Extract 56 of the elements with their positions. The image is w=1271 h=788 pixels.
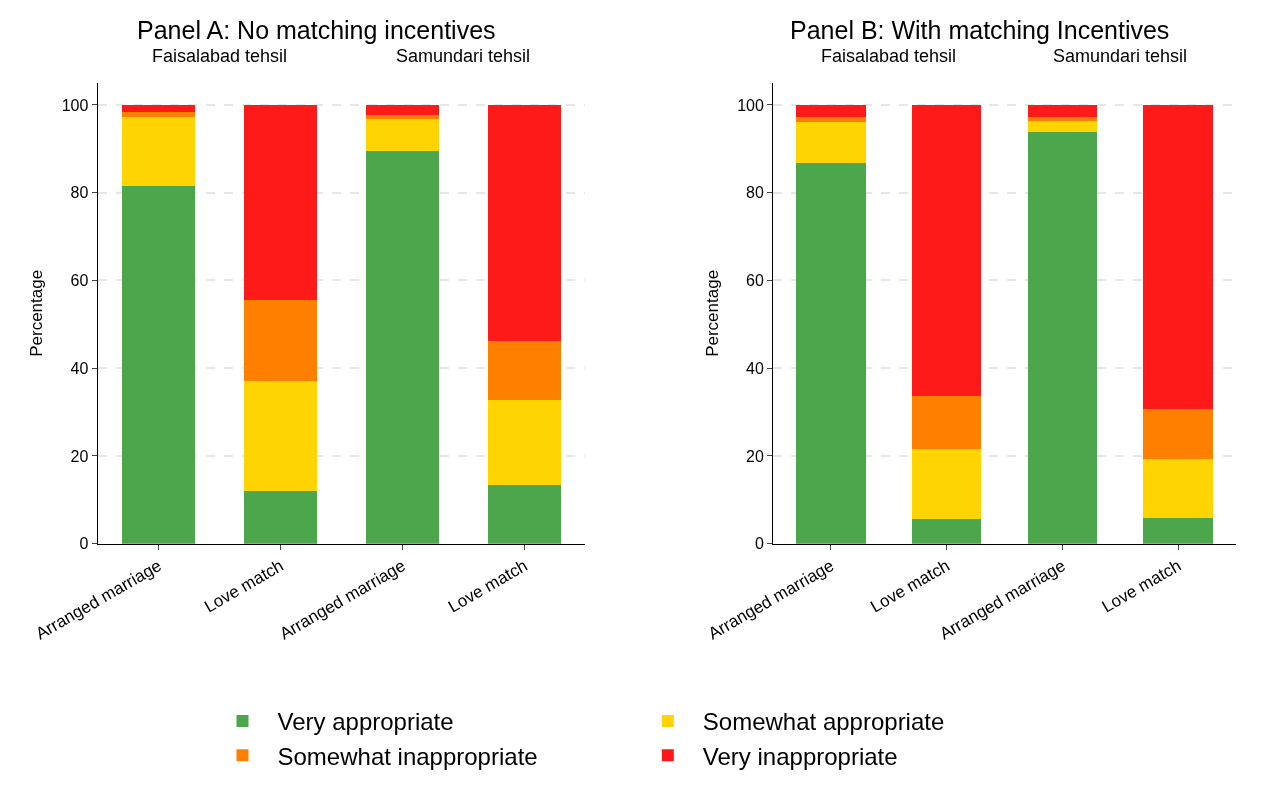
y-tick-label: 60: [746, 272, 765, 290]
bar: [487, 104, 562, 341]
bar: [243, 300, 318, 382]
bar: [1143, 104, 1213, 409]
bar: [911, 519, 982, 544]
bar: [1027, 104, 1098, 118]
y-tick-label: 60: [70, 272, 89, 290]
bar: [243, 104, 318, 301]
y-tick-label: 20: [746, 447, 765, 465]
legend-label: Somewhat appropriate: [702, 708, 945, 736]
y-tick-label: 80: [746, 184, 765, 202]
bar: [911, 448, 982, 520]
y-tick-label: 0: [79, 535, 89, 553]
bar: [796, 104, 866, 118]
bar: [365, 114, 440, 119]
y-axis-title: Percentage: [702, 269, 722, 357]
y-tick-label: 100: [61, 96, 89, 114]
y-tick-label: 0: [755, 535, 764, 553]
legend-label: Very appropriate: [277, 708, 454, 736]
bar: [121, 111, 196, 118]
bar: [1027, 117, 1098, 121]
bar: [365, 104, 440, 115]
y-axis-title: Percentage: [27, 269, 47, 357]
bar: [1027, 131, 1098, 544]
text: Samundari tehsil: [1053, 46, 1188, 66]
legend-label: Somewhat inappropriate: [277, 742, 538, 770]
y-tick-label: 40: [70, 359, 89, 377]
y-tick-label: 100: [737, 96, 764, 114]
bar: [487, 485, 562, 544]
bar: [243, 490, 318, 544]
bar: [911, 104, 982, 397]
text: Samundari tehsil: [396, 46, 531, 66]
bar: [365, 118, 440, 151]
bar: [796, 117, 866, 123]
bar: [1143, 518, 1213, 544]
chart-title: Panel B: With matching Incentives: [790, 16, 1170, 44]
bar: [121, 186, 196, 544]
bar: [1143, 459, 1213, 519]
bar: [487, 400, 562, 486]
bar: [796, 163, 866, 544]
bar: [121, 117, 196, 187]
y-tick-label: 40: [746, 359, 765, 377]
y-tick-label: 80: [70, 184, 89, 202]
legend-label: Very inappropriate: [702, 742, 898, 770]
bar: [243, 381, 318, 491]
text: Faisalabad tehsil: [821, 46, 957, 66]
bar: [121, 104, 196, 112]
bar: [1143, 408, 1213, 460]
bar: [796, 122, 866, 164]
bar: [365, 150, 440, 544]
chart-title: Panel A: No matching incentives: [137, 16, 496, 44]
y-tick-label: 20: [70, 447, 89, 465]
text: Faisalabad tehsil: [152, 46, 288, 66]
bar: [1027, 120, 1098, 132]
bar: [487, 340, 562, 401]
bar: [911, 396, 982, 449]
